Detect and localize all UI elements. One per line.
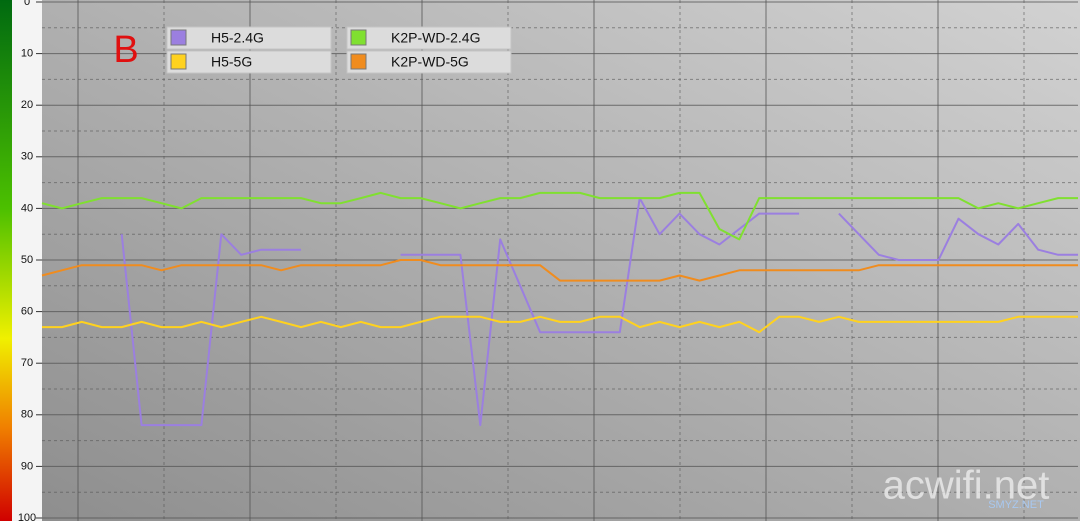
- series-line: [42, 315, 1078, 334]
- series-line: [120, 233, 301, 427]
- y-tick-label: 20: [21, 99, 33, 111]
- series-line: [838, 212, 1078, 261]
- y-tick-label: 40: [21, 202, 33, 214]
- y-tick-label: 60: [21, 306, 33, 318]
- series-line: [41, 259, 1078, 282]
- y-tick-label: 30: [21, 151, 33, 163]
- legend-label: H5-5G: [211, 54, 252, 70]
- legend-swatch: [350, 53, 367, 70]
- legend-swatch: [170, 29, 187, 46]
- annotation: B: [113, 29, 138, 71]
- legend-item-bg: [166, 50, 332, 74]
- y-tick-label: 80: [21, 409, 33, 421]
- legend-label: K2P-WD-2.4G: [391, 30, 480, 46]
- signal-scale: [0, 0, 12, 521]
- lines: [41, 191, 1078, 427]
- y-tick-label: 100: [18, 512, 36, 521]
- legend-item-bg: [166, 26, 332, 50]
- y-tick-label: 0: [24, 0, 30, 8]
- legend-swatch: [350, 29, 367, 46]
- legend: H5-2.4G H5-5G K2P-WD-2.4G K2P-WD-5G: [166, 26, 512, 74]
- legend-item-bg: [346, 50, 512, 74]
- legend-label: H5-2.4G: [211, 30, 264, 46]
- watermark: acwifi.net: [883, 464, 1050, 508]
- legend-swatch: [170, 53, 187, 70]
- watermark-small: SMYZ.NET: [988, 499, 1044, 511]
- legend-label: K2P-WD-5G: [391, 54, 469, 70]
- y-tick-label: 50: [21, 254, 33, 266]
- y-tick-label: 90: [21, 460, 33, 472]
- legend-item-bg: [346, 26, 512, 50]
- y-tick-label: 70: [21, 357, 33, 369]
- series-line: [400, 197, 800, 427]
- y-tick-label: 10: [21, 48, 33, 60]
- series-line: [41, 191, 1078, 241]
